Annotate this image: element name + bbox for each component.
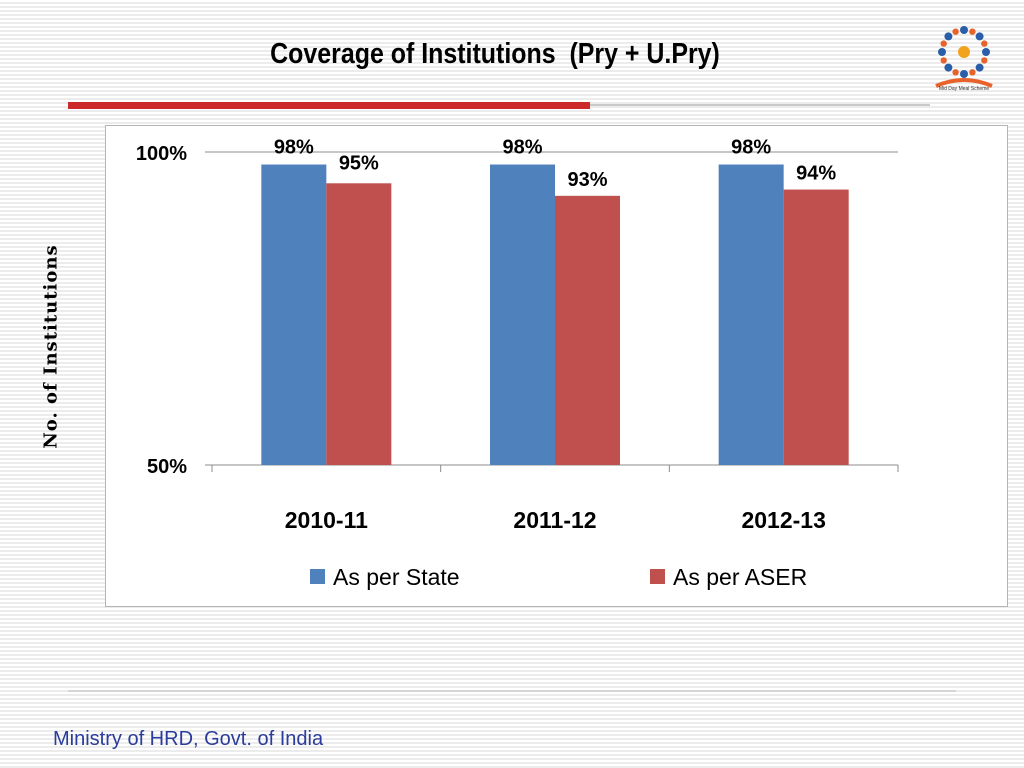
bar-aser xyxy=(555,195,620,465)
legend-swatch xyxy=(650,569,665,584)
logo-caption: Mid Day Meal Scheme xyxy=(938,86,990,92)
bar-state xyxy=(261,164,327,465)
data-label: 98% xyxy=(731,137,771,159)
bar-chart: 50% 100% 98% 95% 2010-11 98% 93% 2011-12 98% 94% 2… xyxy=(136,137,899,590)
bar-state xyxy=(490,164,555,465)
data-label: 98% xyxy=(274,137,314,159)
slide-title: Coverage of Institutions (Pry + U.Pry) xyxy=(270,38,720,70)
data-label: 93% xyxy=(567,169,607,191)
x-tick-label: 2010-11 xyxy=(285,507,368,533)
bar-aser xyxy=(326,183,392,466)
title-underline-bar xyxy=(68,102,590,109)
x-tick-label: 2011-12 xyxy=(513,507,596,533)
data-label: 95% xyxy=(339,152,379,174)
data-label: 94% xyxy=(796,163,836,185)
legend-label: As per ASER xyxy=(673,564,807,590)
footer-text: Ministry of HRD, Govt. of India xyxy=(53,728,324,750)
bar-state xyxy=(718,164,784,465)
bar-aser xyxy=(783,189,849,465)
y-tick-label: 50% xyxy=(147,456,187,478)
footer-divider xyxy=(68,690,956,692)
legend-swatch xyxy=(310,569,325,584)
y-tick-label: 100% xyxy=(136,143,187,165)
legend-label: As per State xyxy=(333,564,460,590)
mid-day-meal-logo-icon xyxy=(935,26,993,88)
title-underline-thin xyxy=(590,104,930,106)
y-axis-title: No. of Institutions xyxy=(40,244,62,449)
x-tick-label: 2012-13 xyxy=(741,507,825,533)
data-label: 98% xyxy=(502,137,542,159)
